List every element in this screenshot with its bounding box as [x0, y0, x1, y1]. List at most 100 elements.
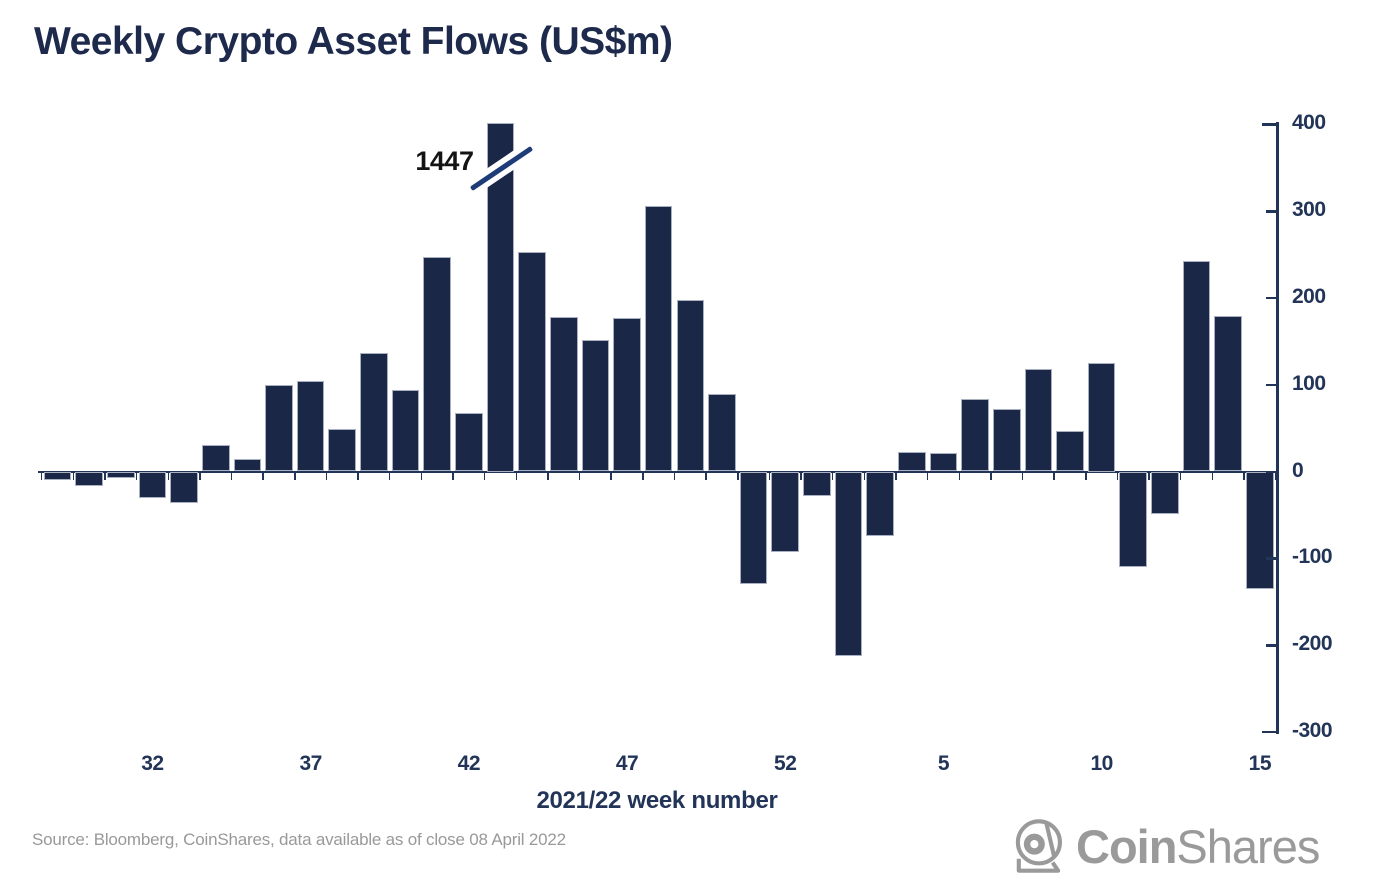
bar-week-5: [929, 453, 958, 472]
bar-week-41: [423, 257, 451, 472]
zero-line-tick: [294, 472, 296, 480]
source-note: Source: Bloomberg, CoinShares, data avai…: [32, 830, 566, 849]
bar-week-14: [1214, 316, 1242, 472]
zero-line-tick: [990, 472, 992, 480]
zero-line-tick: [1116, 472, 1119, 480]
zero-line-tick: [388, 472, 391, 480]
y-axis-tick-400: [1262, 123, 1278, 126]
bar-week-32: [138, 471, 167, 499]
zero-line-tick: [578, 472, 581, 480]
zero-line-tick: [831, 472, 834, 480]
zero-line-tick: [800, 472, 802, 480]
y-axis-line: [1276, 122, 1279, 734]
coinshares-logo-text: CoinShares: [1076, 819, 1320, 874]
x-tick-label-10: 10: [1090, 752, 1113, 775]
x-tick-label-47: 47: [615, 752, 639, 775]
bar-week-9: [1056, 430, 1084, 472]
bar-week-34: [201, 444, 230, 472]
zero-line-tick: [610, 472, 612, 480]
zero-line-tick: [1274, 472, 1277, 480]
y-tick-label--300: -300: [1292, 718, 1333, 742]
bar-week-31: [107, 471, 135, 478]
zero-line-tick: [705, 472, 707, 480]
y-axis-tick-200: [1266, 296, 1278, 300]
bar-week-36: [265, 384, 293, 472]
coinshares-logo: CoinShares: [1006, 814, 1320, 878]
clipped-bar-value-label: 1447: [415, 146, 474, 176]
y-axis-tick--300: [1262, 730, 1278, 734]
zero-line-tick: [895, 472, 897, 480]
bar-week-45: [549, 316, 578, 472]
x-tick-label-15: 15: [1248, 752, 1272, 775]
y-axis-tick-0: [1266, 470, 1278, 473]
y-tick-label--200: -200: [1292, 632, 1333, 656]
bar-week-3: [866, 471, 894, 536]
bar-week-10: [1087, 363, 1116, 472]
x-tick-label-52: 52: [774, 752, 797, 775]
bar-week-11: [1119, 471, 1148, 567]
y-tick-label-0: 0: [1292, 458, 1304, 482]
zero-line-tick: [1021, 472, 1024, 480]
bar-week-1: [803, 471, 831, 496]
x-tick-label-42: 42: [457, 752, 481, 775]
bar-week-40: [391, 389, 420, 472]
bar-week-44: [518, 251, 546, 472]
bar-week-2: [834, 471, 863, 657]
zero-line-tick: [737, 472, 739, 480]
zero-line-tick: [72, 472, 75, 480]
zero-line-tick: [768, 472, 771, 480]
bar-week-30: [75, 471, 103, 487]
zero-line-tick: [926, 472, 929, 480]
y-tick-label-200: 200: [1292, 284, 1326, 308]
bar-week-37: [296, 381, 325, 472]
zero-line-tick: [1243, 472, 1245, 480]
x-tick-label-5: 5: [937, 752, 950, 775]
zero-line-tick: [199, 472, 201, 480]
coinshares-helmet-icon: [1015, 819, 1062, 873]
bar-week-15: [1246, 471, 1274, 589]
zero-line-tick: [40, 472, 43, 480]
chart-title: Weekly Crypto Asset Flows (US$m): [34, 20, 673, 63]
zero-line-tick: [1148, 472, 1150, 480]
x-tick-label-37: 37: [299, 752, 322, 775]
bar-week-47: [613, 317, 641, 472]
zero-line-tick: [1211, 472, 1214, 480]
bar-week-38: [328, 428, 357, 472]
zero-line-tick: [104, 472, 106, 480]
zero-line-tick: [1053, 472, 1055, 480]
y-tick-label-300: 300: [1292, 198, 1326, 222]
y-axis-tick--200: [1266, 644, 1278, 647]
zero-line-tick: [547, 472, 549, 480]
zero-line-tick: [1179, 472, 1182, 480]
zero-line-tick: [135, 472, 138, 480]
bar-week-52: [771, 471, 800, 553]
x-axis-zero-line: [38, 470, 1278, 473]
bar-week-46: [581, 340, 610, 472]
zero-line-tick: [958, 472, 960, 480]
bar-week-51: [739, 471, 768, 585]
logo-text-shares: Shares: [1176, 819, 1320, 873]
bar-week-7: [992, 409, 1021, 472]
y-axis-tick-300: [1266, 210, 1278, 213]
zero-line-tick: [452, 472, 454, 480]
bar-week-29: [43, 471, 72, 481]
bar-week-6: [961, 398, 989, 472]
bar-week-12: [1151, 471, 1179, 515]
zero-line-tick: [262, 472, 264, 480]
bar-week-50: [708, 394, 736, 472]
zero-line-tick: [357, 472, 359, 480]
x-axis-title: 2021/22 week number: [536, 787, 778, 814]
bar-week-49: [676, 299, 705, 472]
bar-week-4: [898, 451, 926, 472]
bar-week-8: [1024, 369, 1053, 472]
logo-text-coin: Coin: [1076, 819, 1177, 873]
zero-line-tick: [167, 472, 169, 480]
y-axis-tick--100: [1266, 557, 1278, 560]
zero-line-tick: [420, 472, 423, 480]
zero-line-tick: [1085, 472, 1087, 480]
bar-week-39: [360, 353, 388, 472]
bar-week-33: [170, 471, 198, 503]
y-axis-tick-100: [1266, 383, 1278, 387]
